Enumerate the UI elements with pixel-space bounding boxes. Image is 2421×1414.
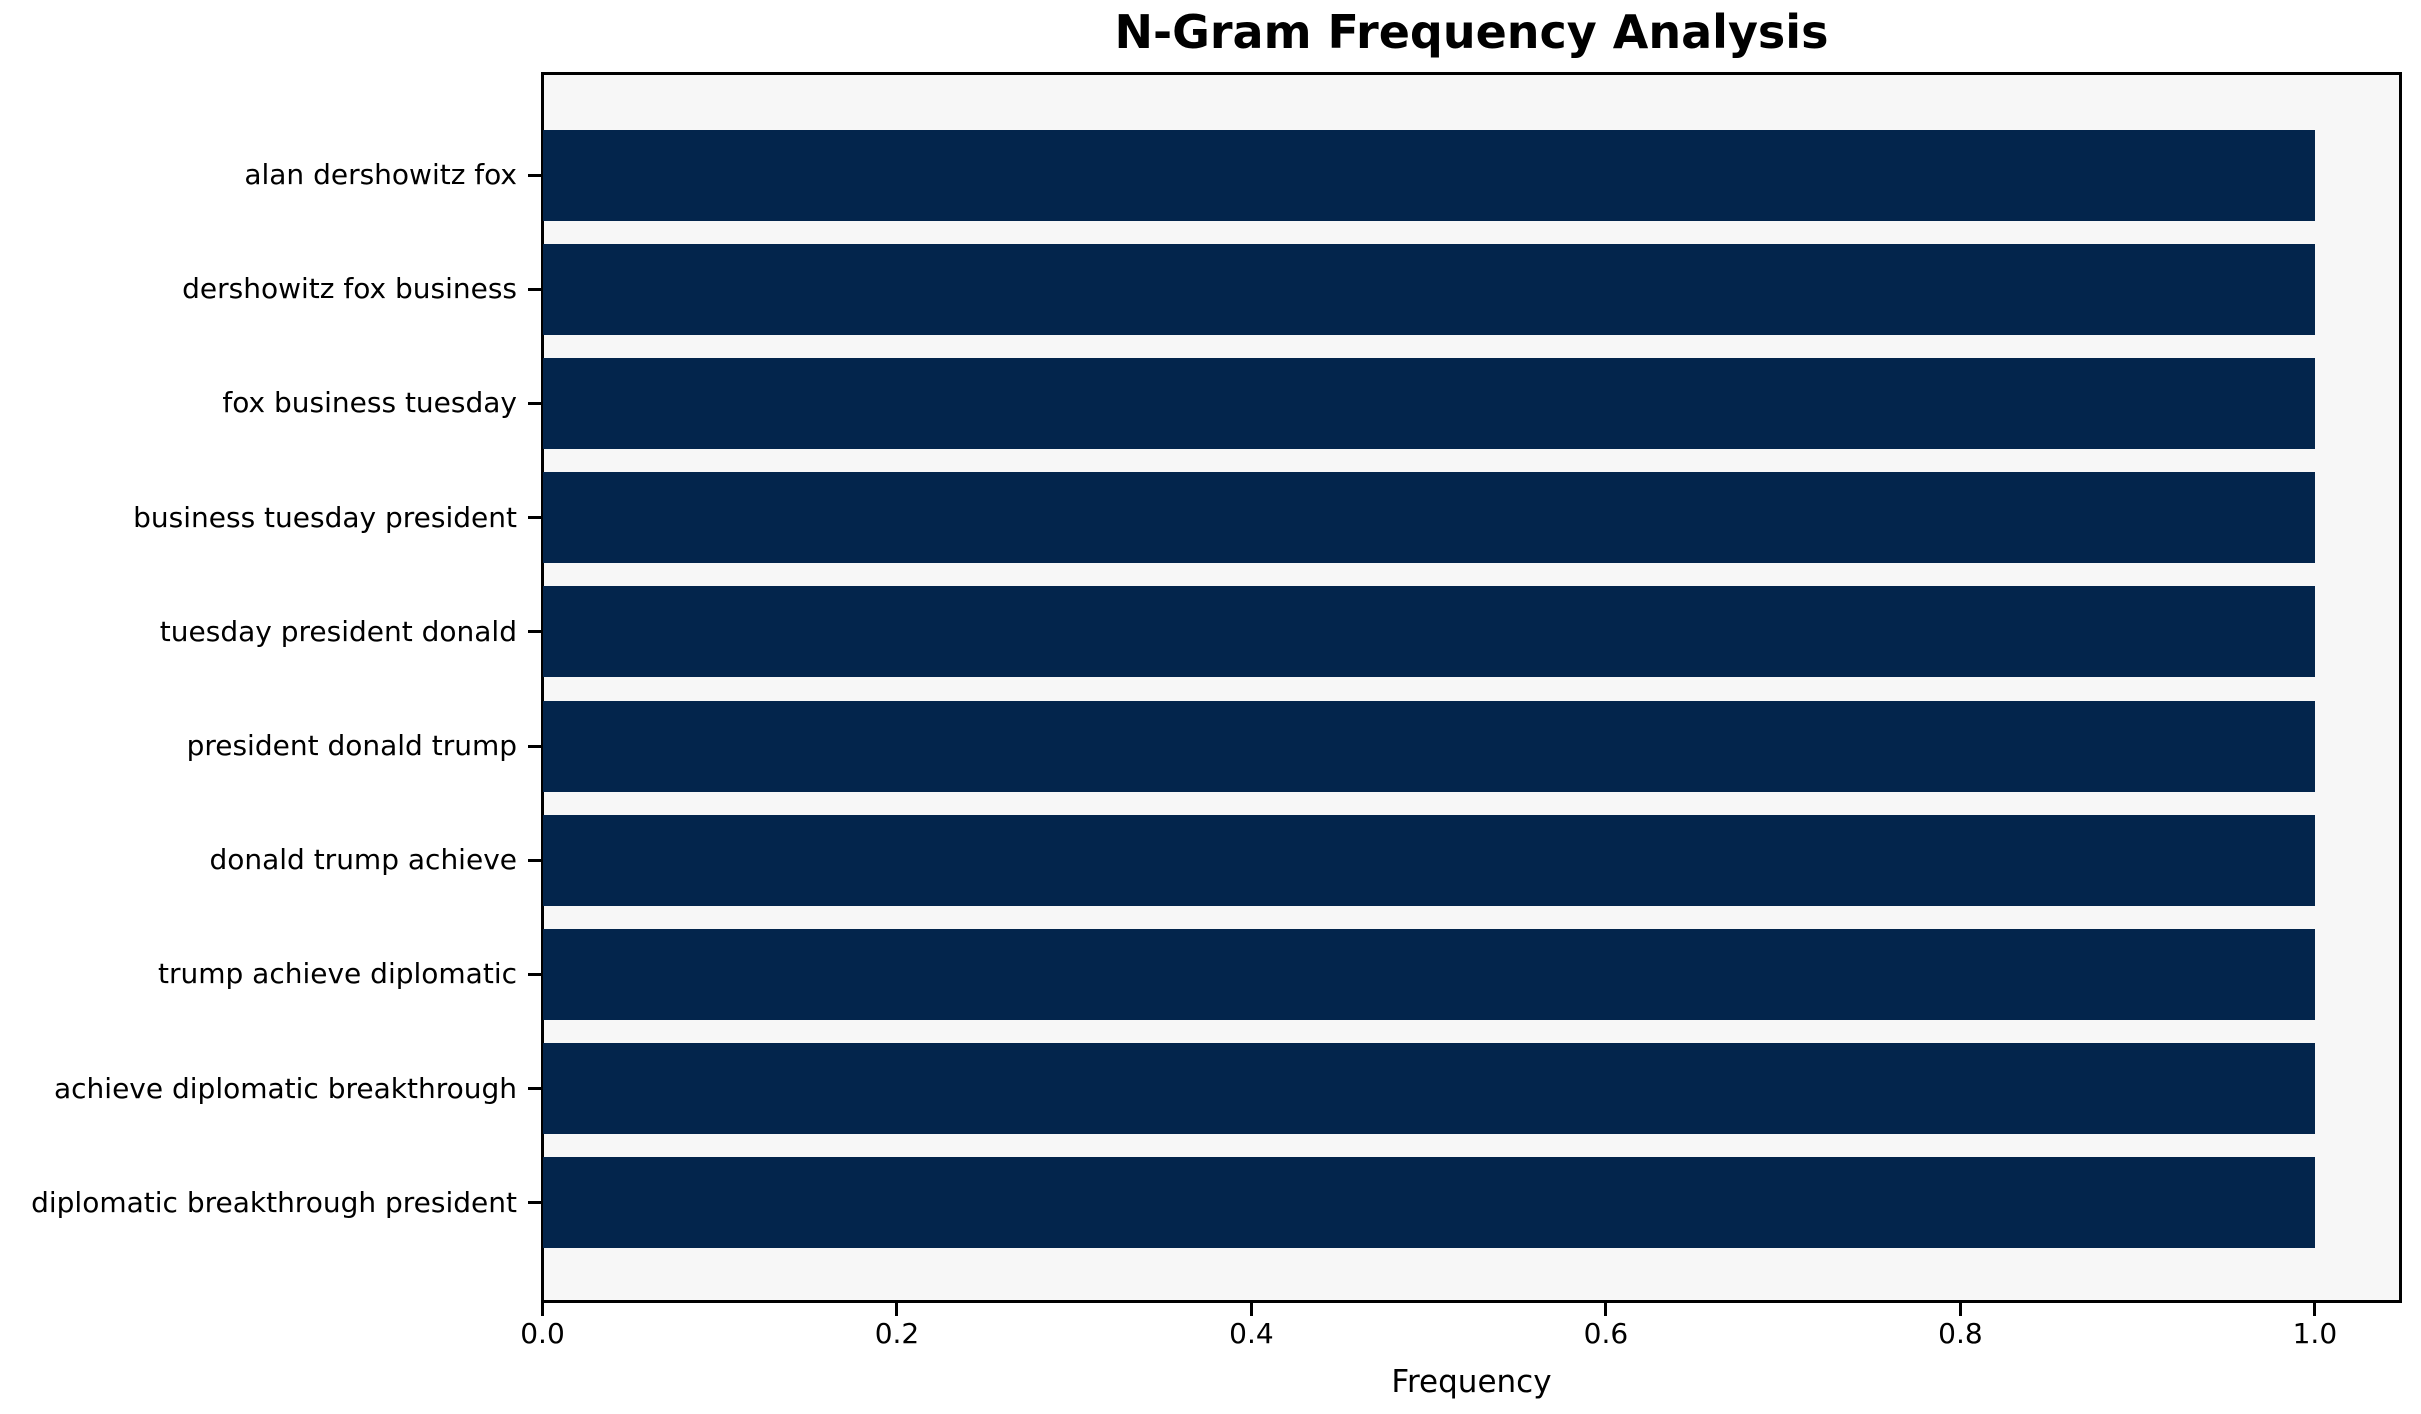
y-tick-mark <box>528 1087 541 1091</box>
y-tick-label: donald trump achieve <box>209 843 517 877</box>
bar <box>543 814 2315 906</box>
x-tick-mark <box>1249 1303 1253 1316</box>
x-tick-label: 0.0 <box>520 1317 565 1350</box>
x-tick-label: 0.2 <box>874 1317 920 1350</box>
y-tick-label: fox business tuesday <box>222 386 517 420</box>
x-tick-mark <box>541 1303 544 1316</box>
bar <box>543 1157 2315 1249</box>
x-tick-label: 0.6 <box>1583 1317 1629 1350</box>
y-tick-mark <box>528 1201 541 1205</box>
x-tick-mark <box>1604 1303 1608 1316</box>
x-tick-mark <box>2313 1303 2317 1316</box>
y-tick-mark <box>528 516 541 520</box>
y-tick-mark <box>528 287 541 291</box>
x-tick-mark <box>1958 1303 1962 1316</box>
y-tick-label: tuesday president donald <box>159 614 517 648</box>
bar <box>543 129 2315 221</box>
x-tick-label: 0.8 <box>1938 1317 1983 1350</box>
y-tick-label: dershowitz fox business <box>182 272 517 306</box>
bar <box>543 1043 2315 1135</box>
bar <box>543 928 2315 1020</box>
bar <box>543 472 2315 564</box>
x-tick-label: 1.0 <box>2292 1317 2338 1350</box>
y-tick-mark <box>528 630 541 634</box>
y-tick-mark <box>528 744 541 748</box>
y-tick-label: alan dershowitz fox <box>244 158 517 191</box>
bar <box>543 357 2315 449</box>
x-axis-label: Frequency <box>1391 1364 1552 1400</box>
bar <box>543 700 2315 792</box>
y-tick-label: trump achieve diplomatic <box>157 957 517 991</box>
y-tick-mark <box>528 858 541 862</box>
y-tick-label: achieve diplomatic breakthrough <box>53 1071 517 1105</box>
x-tick-mark <box>895 1303 899 1316</box>
bar <box>543 243 2315 335</box>
y-tick-mark <box>528 972 541 976</box>
bar <box>543 586 2315 678</box>
chart-title: N-Gram Frequency Analysis <box>1114 5 1829 59</box>
y-tick-mark <box>528 401 541 405</box>
y-tick-label: diplomatic breakthrough president <box>31 1185 517 1219</box>
x-tick-label: 0.4 <box>1229 1317 1274 1350</box>
y-tick-label: business tuesday president <box>133 500 517 534</box>
y-tick-mark <box>528 173 541 177</box>
y-tick-label: president donald trump <box>186 729 517 762</box>
